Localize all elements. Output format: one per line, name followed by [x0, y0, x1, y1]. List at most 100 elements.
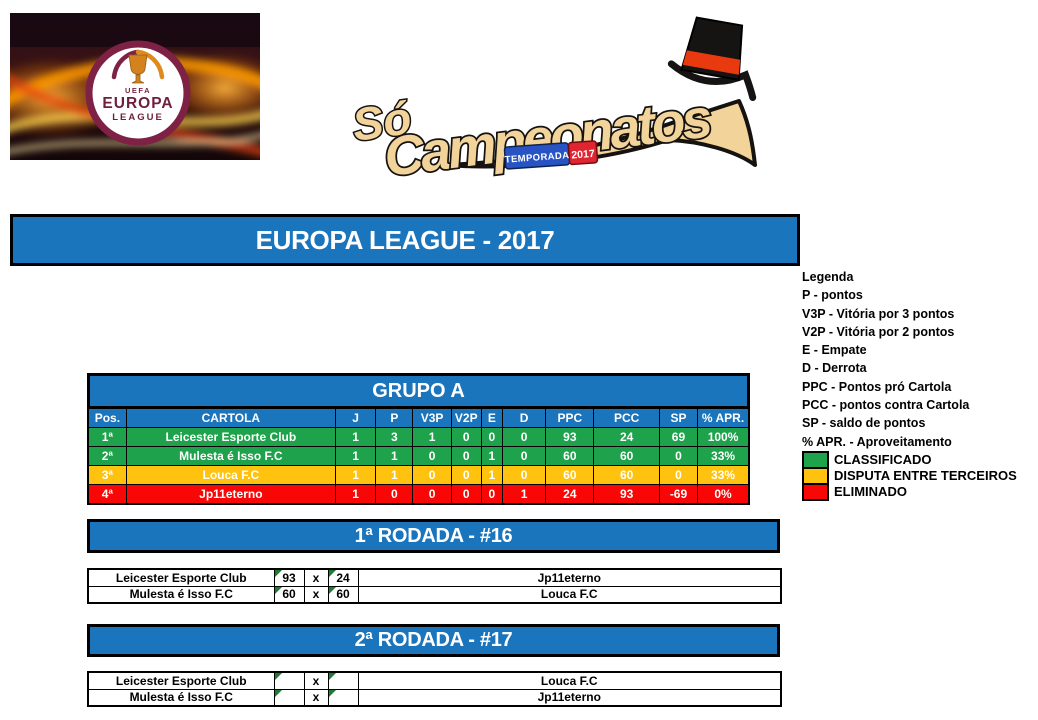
col-header-p: P — [375, 408, 414, 428]
cell-v3p: 0 — [412, 465, 452, 485]
match-row: Mulesta é Isso F.C 60 x 60 Louca F.C — [87, 585, 782, 604]
away-team: Louca F.C — [357, 585, 782, 604]
versus-x: x — [303, 671, 329, 690]
cell-cartola: Leicester Esporte Club — [125, 427, 336, 447]
cell-j: 1 — [334, 484, 377, 504]
cell-e: 1 — [480, 465, 503, 485]
cell-j: 1 — [334, 446, 377, 466]
legend-line: P - pontos — [802, 288, 863, 303]
group-a-section: GRUPO A Pos. CARTOLA J P V3P V2P E D PPC… — [87, 373, 750, 505]
cell-pcc: 60 — [593, 446, 660, 466]
round2-title: 2ª RODADA - #17 — [354, 629, 513, 651]
cell-pos: 3ª — [87, 465, 127, 485]
cell-v3p: 0 — [412, 446, 452, 466]
cell-sp: -69 — [658, 484, 699, 504]
cell-ppc: 60 — [545, 446, 595, 466]
logo-campeonatos-text: Campeonatos — [381, 86, 716, 188]
col-header-ppc: PPC — [545, 408, 595, 428]
col-header-pcc: PCC — [593, 408, 660, 428]
col-header-v2p: V2P — [450, 408, 482, 428]
col-header-pos: Pos. — [87, 408, 127, 428]
cell-cartola: Mulesta é Isso F.C — [125, 446, 336, 466]
so-campeonatos-logo: Só Campeonatos TEMPORADA 2017 — [347, 16, 757, 190]
cell-sp: 0 — [658, 465, 699, 485]
home-team: Mulesta é Isso F.C — [87, 688, 275, 707]
legend-title: Legenda — [802, 270, 854, 284]
group-a-title: GRUPO A — [372, 379, 465, 402]
cell-p: 0 — [375, 484, 414, 504]
round1-banner: 1ª RODADA - #16 — [87, 519, 780, 553]
legend-line: V3P - Vitória por 3 pontos — [802, 306, 955, 321]
classificado-label: CLASSIFICADO — [834, 452, 932, 468]
away-score-cell — [327, 671, 359, 690]
legend-item-eliminado: ELIMINADO — [802, 482, 1017, 501]
group-table-header-row: Pos. CARTOLA J P V3P V2P E D PPC PCC SP … — [87, 408, 750, 428]
legend-line: SP - saldo de pontos — [802, 416, 926, 431]
away-score-cell: 60 — [327, 585, 359, 604]
legend-line: D - Derrota — [802, 361, 867, 376]
cell-ppc: 24 — [545, 484, 595, 504]
cell-v3p: 0 — [412, 484, 452, 504]
cell-d: 1 — [501, 484, 547, 504]
badge-uefa-text: UEFA — [125, 86, 151, 95]
cell-p: 3 — [375, 427, 414, 447]
cell-cartola: Louca F.C — [125, 465, 336, 485]
away-team: Jp11eterno — [357, 568, 782, 587]
away-score-cell: 24 — [327, 568, 359, 587]
round2-banner: 2ª RODADA - #17 — [87, 624, 780, 657]
cell-e: 0 — [480, 427, 503, 447]
cell-p: 1 — [375, 446, 414, 466]
match-row: Leicester Esporte Club x Louca F.C — [87, 671, 782, 690]
legend: Legenda P - pontos V3P - Vitória por 3 p… — [802, 268, 1017, 501]
legend-line: V2P - Vitória por 2 pontos — [802, 324, 955, 339]
cell-pos: 1ª — [87, 427, 127, 447]
main-title-banner: EUROPA LEAGUE - 2017 — [10, 214, 800, 266]
europa-league-photo: UEFA EUROPA LEAGUE — [10, 13, 260, 160]
col-header-j: J — [334, 408, 377, 428]
home-team: Leicester Esporte Club — [87, 568, 275, 587]
legend-line: E - Empate — [802, 343, 867, 358]
standings-row-4: 4ª Jp11eterno 1 0 0 0 0 1 24 93 -69 0% — [87, 484, 750, 504]
cell-v3p: 1 — [412, 427, 452, 447]
eliminado-label: ELIMINADO — [834, 484, 907, 500]
round1-title: 1ª RODADA - #16 — [354, 524, 513, 547]
col-header-e: E — [480, 408, 503, 428]
temporada-text: TEMPORADA — [504, 150, 569, 165]
legend-line: % APR. - Aproveitamento — [802, 434, 952, 449]
col-header-sp: SP — [658, 408, 699, 428]
home-score-cell: 60 — [273, 585, 305, 604]
versus-x: x — [303, 568, 329, 587]
cell-sp: 69 — [658, 427, 699, 447]
page-title: EUROPA LEAGUE - 2017 — [255, 224, 555, 255]
temporada-2017-badge: TEMPORADA 2017 — [503, 140, 599, 170]
cell-pcc: 24 — [593, 427, 660, 447]
round1-matches-table: Leicester Esporte Club 93 x 24 Jp11etern… — [87, 568, 782, 604]
top-hat-icon — [667, 16, 757, 102]
cell-j: 1 — [334, 465, 377, 485]
away-score-cell — [327, 688, 359, 707]
cell-v2p: 0 — [450, 427, 482, 447]
eliminado-swatch-icon — [802, 482, 829, 501]
trophy-icon — [111, 49, 165, 84]
temporada-year-text: 2017 — [571, 148, 595, 162]
cell-ppc: 93 — [545, 427, 595, 447]
col-header-cartola: CARTOLA — [125, 408, 336, 428]
cell-apr: 33% — [697, 465, 750, 485]
home-score-cell — [273, 688, 305, 707]
disputa-label: DISPUTA ENTRE TERCEIROS — [834, 468, 1017, 484]
cell-d: 0 — [501, 465, 547, 485]
match-row: Mulesta é Isso F.C x Jp11eterno — [87, 688, 782, 707]
col-header-apr: % APR. — [697, 408, 750, 428]
cell-e: 0 — [480, 484, 503, 504]
group-a-title-banner: GRUPO A — [87, 373, 750, 408]
legend-line: PPC - Pontos pró Cartola — [802, 379, 952, 394]
versus-x: x — [303, 585, 329, 604]
badge-europa-text: EUROPA — [102, 95, 173, 112]
standings-row-1: 1ª Leicester Esporte Club 1 3 1 0 0 0 93… — [87, 427, 750, 447]
standings-row-3: 3ª Louca F.C 1 1 0 0 1 0 60 60 0 33% — [87, 465, 750, 485]
cell-apr: 100% — [697, 427, 750, 447]
cell-v2p: 0 — [450, 446, 482, 466]
cell-pcc: 93 — [593, 484, 660, 504]
cell-ppc: 60 — [545, 465, 595, 485]
col-header-d: D — [501, 408, 547, 428]
